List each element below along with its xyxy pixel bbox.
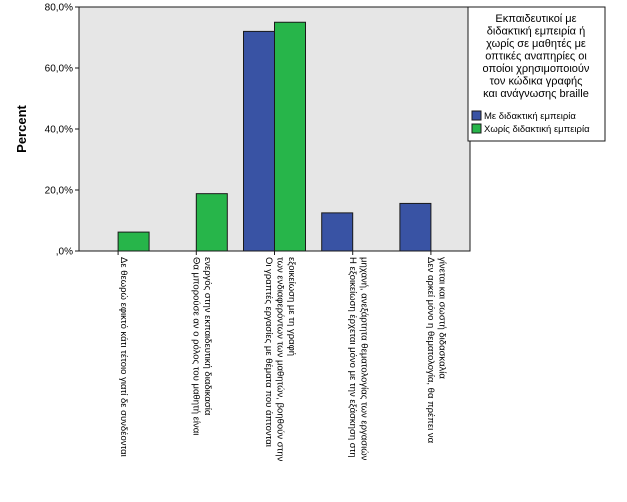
- legend-box: [467, 6, 606, 142]
- bar: [195, 193, 228, 252]
- y-tick-label: 80,0%: [45, 3, 73, 14]
- category-label: των ενδιαφερόντων των μαθητών, βοηθούν σ…: [275, 257, 286, 462]
- y-tick-label: ,0%: [56, 247, 73, 258]
- legend-label: Με διδακτική εμπειρία: [484, 111, 576, 122]
- legend-swatch: [471, 110, 482, 121]
- legend-title-line: Εκπαιδευτικοί με: [495, 13, 576, 25]
- legend-items: Με διδακτική εμπειρία Χωρίς διδακτική εμπ…: [471, 110, 590, 135]
- bar: [274, 21, 306, 252]
- y-axis-title: Percent: [14, 104, 29, 152]
- category-label: μηχανή, ανεξάρτητα θεματολογίας των εργα…: [358, 257, 369, 461]
- category-label: Θα μπορούσε αν ο ρόλος του μαθητή είναι: [191, 257, 202, 435]
- y-tick-label: 20,0%: [45, 186, 73, 197]
- legend-label: Χωρίς διδακτική εμπειρία: [484, 124, 590, 135]
- category-labels: Δε θεωρώ εφικτό κάτι τέτοιο γιατί δε συν…: [117, 251, 448, 462]
- category-label: γίνεται και σωστή διδασκαλία: [437, 257, 448, 379]
- legend-title-line: και ανάγνωσης braille: [483, 88, 589, 100]
- category-label: εξοικείωση με τη γραφή: [286, 257, 297, 356]
- bar: [117, 231, 150, 252]
- legend-title-line: οπτικές αναπηρίες οι: [485, 51, 587, 63]
- bars: [117, 21, 432, 252]
- legend-swatch: [471, 123, 482, 134]
- category-label: Δε θεωρώ εφικτό κάτι τέτοιο γιατί δε συν…: [118, 257, 129, 457]
- category-label: Οι γραπτές εργασίες με θέματα που άπτοντ…: [263, 257, 274, 447]
- legend-title-line: διδακτική εμπειρία ή: [487, 26, 585, 38]
- bar: [243, 30, 275, 252]
- category-label: Η εξοικείωση έρχεται μόνο με την εξάσκησ…: [347, 257, 358, 458]
- y-axis: ,0% 20,0% 40,0% 60,0% 80,0%: [45, 3, 79, 258]
- bar: [399, 202, 432, 252]
- legend-title-line: τον κώδικα γραφής: [490, 76, 583, 88]
- category-label: ενεργός στην εκπαιδευτική διαδικασία: [202, 257, 213, 416]
- bar: [321, 212, 354, 252]
- legend-title-line: χωρίς σε μαθητές με: [486, 38, 586, 50]
- category-label: Δεν αρκεί μόνο η θεματολογία, θα πρέπει …: [425, 257, 436, 444]
- y-tick-label: 40,0%: [45, 125, 73, 136]
- legend-title-line: οποίοι χρησιμοποιούν: [483, 63, 590, 75]
- y-tick-label: 60,0%: [45, 64, 73, 75]
